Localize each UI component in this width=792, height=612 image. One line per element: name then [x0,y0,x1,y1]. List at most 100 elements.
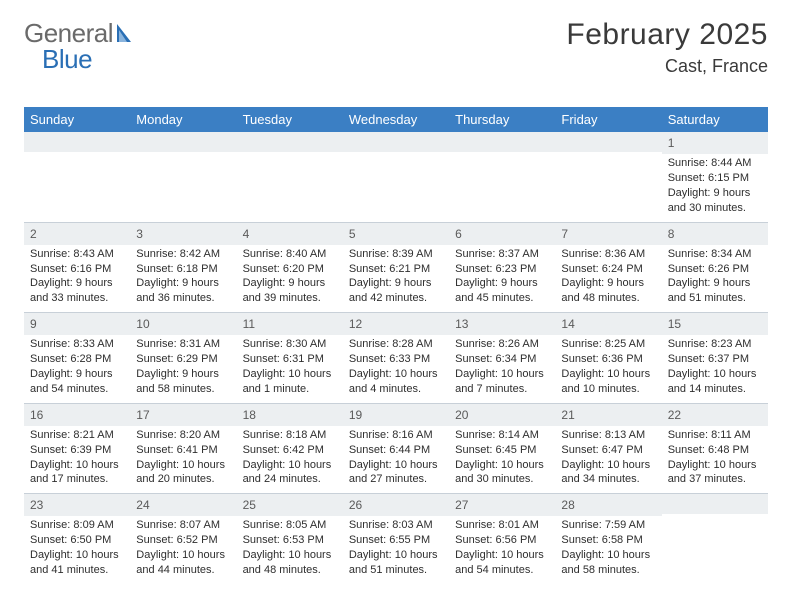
day-details: Sunrise: 8:37 AMSunset: 6:23 PMDaylight:… [449,245,555,312]
day-details: Sunrise: 8:36 AMSunset: 6:24 PMDaylight:… [555,245,661,312]
calendar-day-cell: 24Sunrise: 8:07 AMSunset: 6:52 PMDayligh… [130,494,236,584]
day-details: Sunrise: 8:01 AMSunset: 6:56 PMDaylight:… [449,516,555,583]
day-number: 18 [237,404,343,426]
day-detail-line: Daylight: 10 hours and 24 minutes. [243,458,337,488]
calendar-day-cell: 10Sunrise: 8:31 AMSunset: 6:29 PMDayligh… [130,313,236,404]
calendar-day-cell: 12Sunrise: 8:28 AMSunset: 6:33 PMDayligh… [343,313,449,404]
day-details [449,152,555,160]
day-detail-line: Sunset: 6:53 PM [243,533,337,548]
day-number: 20 [449,404,555,426]
day-detail-line: Daylight: 10 hours and 7 minutes. [455,367,549,397]
day-number: 9 [24,313,130,335]
day-number: 28 [555,494,661,516]
day-detail-line: Sunset: 6:16 PM [30,262,124,277]
day-detail-line: Sunset: 6:48 PM [668,443,762,458]
calendar-week-row: 23Sunrise: 8:09 AMSunset: 6:50 PMDayligh… [24,494,768,584]
day-number: 8 [662,223,768,245]
month-title: February 2025 [566,18,768,52]
day-number: 7 [555,223,661,245]
day-detail-line: Sunrise: 8:13 AM [561,428,655,443]
weekday-header: Tuesday [237,107,343,132]
calendar-table: SundayMondayTuesdayWednesdayThursdayFrid… [24,107,768,584]
day-number: 17 [130,404,236,426]
calendar-day-cell: 4Sunrise: 8:40 AMSunset: 6:20 PMDaylight… [237,222,343,313]
day-details: Sunrise: 8:13 AMSunset: 6:47 PMDaylight:… [555,426,661,493]
day-detail-line: Daylight: 9 hours and 39 minutes. [243,276,337,306]
day-detail-line: Sunset: 6:31 PM [243,352,337,367]
calendar-day-cell [449,132,555,222]
day-detail-line: Daylight: 10 hours and 17 minutes. [30,458,124,488]
day-detail-line: Sunset: 6:20 PM [243,262,337,277]
day-detail-line: Sunset: 6:39 PM [30,443,124,458]
day-detail-line: Sunrise: 8:40 AM [243,247,337,262]
day-details: Sunrise: 8:30 AMSunset: 6:31 PMDaylight:… [237,335,343,402]
day-detail-line: Sunset: 6:50 PM [30,533,124,548]
day-details: Sunrise: 8:05 AMSunset: 6:53 PMDaylight:… [237,516,343,583]
calendar-day-cell: 15Sunrise: 8:23 AMSunset: 6:37 PMDayligh… [662,313,768,404]
day-number: 24 [130,494,236,516]
day-detail-line: Daylight: 10 hours and 10 minutes. [561,367,655,397]
day-detail-line: Sunset: 6:58 PM [561,533,655,548]
calendar-day-cell: 11Sunrise: 8:30 AMSunset: 6:31 PMDayligh… [237,313,343,404]
logo-text-blue-wrap: Blue [42,44,92,75]
day-detail-line: Sunset: 6:52 PM [136,533,230,548]
calendar-day-cell: 18Sunrise: 8:18 AMSunset: 6:42 PMDayligh… [237,403,343,494]
day-detail-line: Sunrise: 8:21 AM [30,428,124,443]
day-details [24,152,130,160]
day-detail-line: Sunrise: 8:34 AM [668,247,762,262]
day-details: Sunrise: 8:34 AMSunset: 6:26 PMDaylight:… [662,245,768,312]
day-detail-line: Sunrise: 8:43 AM [30,247,124,262]
day-details: Sunrise: 8:40 AMSunset: 6:20 PMDaylight:… [237,245,343,312]
day-detail-line: Sunrise: 8:44 AM [668,156,762,171]
day-detail-line: Daylight: 10 hours and 37 minutes. [668,458,762,488]
day-number: 25 [237,494,343,516]
day-details: Sunrise: 8:07 AMSunset: 6:52 PMDaylight:… [130,516,236,583]
calendar-day-cell [237,132,343,222]
day-detail-line: Daylight: 9 hours and 33 minutes. [30,276,124,306]
day-detail-line: Daylight: 10 hours and 41 minutes. [30,548,124,578]
day-details: Sunrise: 8:39 AMSunset: 6:21 PMDaylight:… [343,245,449,312]
calendar-day-cell [343,132,449,222]
day-details [130,152,236,160]
day-detail-line: Daylight: 9 hours and 51 minutes. [668,276,762,306]
day-details: Sunrise: 8:18 AMSunset: 6:42 PMDaylight:… [237,426,343,493]
day-number: 23 [24,494,130,516]
calendar-day-cell: 2Sunrise: 8:43 AMSunset: 6:16 PMDaylight… [24,222,130,313]
day-number [343,132,449,152]
weekday-header: Saturday [662,107,768,132]
day-detail-line: Sunset: 6:29 PM [136,352,230,367]
calendar-day-cell [555,132,661,222]
day-details: Sunrise: 8:31 AMSunset: 6:29 PMDaylight:… [130,335,236,402]
calendar-day-cell [24,132,130,222]
day-details: Sunrise: 8:33 AMSunset: 6:28 PMDaylight:… [24,335,130,402]
day-detail-line: Sunset: 6:44 PM [349,443,443,458]
calendar-day-cell: 16 Sunrise: 8:21 AMSunset: 6:39 PMDayligh… [24,403,130,494]
day-detail-line: Daylight: 10 hours and 51 minutes. [349,548,443,578]
day-number [449,132,555,152]
day-number [130,132,236,152]
logo-sail-icon [115,22,139,49]
day-detail-line: Sunset: 6:18 PM [136,262,230,277]
day-detail-line: Sunrise: 8:37 AM [455,247,549,262]
logo-text-blue: Blue [42,44,92,74]
day-detail-line: Sunrise: 8:25 AM [561,337,655,352]
day-number [662,494,768,514]
calendar-body: 1Sunrise: 8:44 AMSunset: 6:15 PMDaylight… [24,132,768,584]
day-detail-line: Daylight: 9 hours and 45 minutes. [455,276,549,306]
day-detail-line: Sunrise: 8:07 AM [136,518,230,533]
calendar-day-cell: 13Sunrise: 8:26 AMSunset: 6:34 PMDayligh… [449,313,555,404]
location: Cast, France [566,56,768,77]
calendar-day-cell: 25Sunrise: 8:05 AMSunset: 6:53 PMDayligh… [237,494,343,584]
calendar-day-cell [130,132,236,222]
day-number: 26 [343,494,449,516]
day-details [343,152,449,160]
day-number: 15 [662,313,768,335]
day-detail-line: Sunset: 6:33 PM [349,352,443,367]
day-detail-line: Sunrise: 8:18 AM [243,428,337,443]
day-detail-line: Daylight: 10 hours and 1 minute. [243,367,337,397]
day-number: 13 [449,313,555,335]
day-number: 16 [24,404,130,426]
day-details: Sunrise: 7:59 AMSunset: 6:58 PMDaylight:… [555,516,661,583]
day-detail-line: Sunset: 6:55 PM [349,533,443,548]
day-number: 5 [343,223,449,245]
